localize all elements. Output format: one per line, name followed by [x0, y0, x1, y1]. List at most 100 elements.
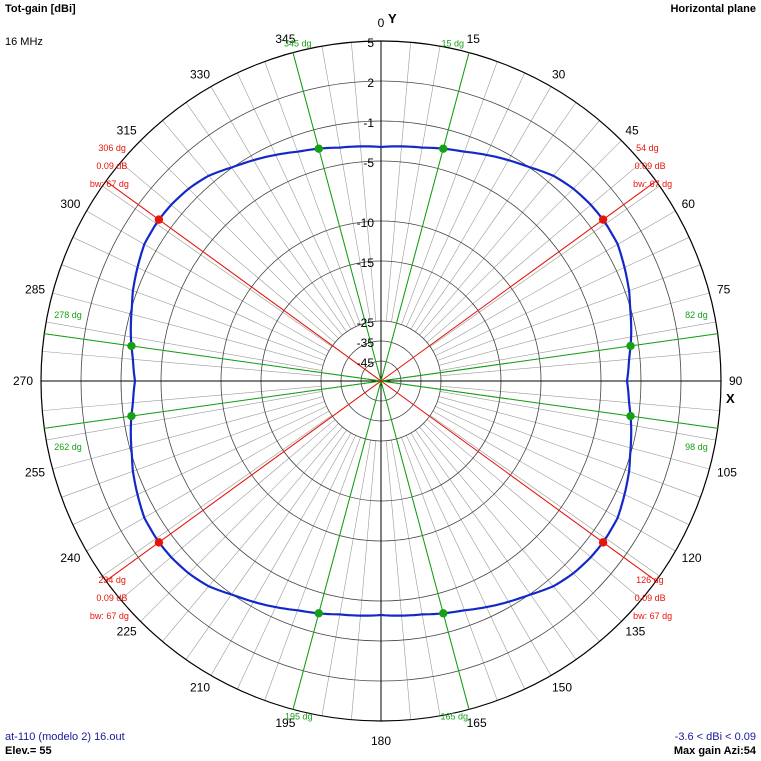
max-gain-point — [154, 538, 164, 547]
grid-spoke — [391, 440, 441, 716]
grid-spoke — [351, 440, 377, 720]
max-gain-point — [598, 215, 608, 224]
max-gain-label: Max gain Azi:54 — [673, 745, 756, 757]
angle-tick-label: 30 — [552, 67, 566, 81]
grid-spoke — [61, 264, 325, 361]
grid-spoke — [72, 406, 327, 525]
grid-spoke — [351, 42, 377, 322]
beamwidth-label: 82 dg — [685, 310, 708, 320]
angle-tick-label: 240 — [60, 551, 80, 565]
grid-spoke — [429, 185, 660, 347]
ring-tick-label: -45 — [357, 356, 375, 370]
grid-spoke — [415, 429, 577, 660]
max-gain-azimuth-label: 126 dg — [636, 575, 664, 585]
x-axis-label: X — [726, 391, 735, 406]
max-gain-azimuth-label: 234 dg — [98, 575, 126, 585]
angle-tick-label: 225 — [117, 624, 137, 638]
angle-tick-label: 105 — [717, 466, 737, 480]
grid-spoke — [440, 321, 716, 371]
max-gain-point — [154, 215, 164, 224]
beamwidth-point — [626, 411, 635, 421]
frequency-label: 16 MHz — [5, 36, 43, 48]
ring-tick-label: -25 — [357, 316, 375, 330]
grid-spoke — [419, 426, 600, 642]
angle-tick-label: 15 — [467, 32, 481, 46]
angle-tick-label: 90 — [729, 374, 743, 388]
beamwidth-point — [439, 609, 448, 618]
grid-spoke — [120, 419, 336, 600]
grid-spoke — [102, 415, 333, 577]
angle-tick-label: 150 — [552, 681, 572, 695]
grid-spoke — [72, 237, 327, 356]
angle-tick-label: 120 — [682, 551, 702, 565]
beamwidth-point — [314, 144, 323, 153]
elevation-label: Elev.= 55 — [5, 745, 52, 757]
grid-spoke — [426, 162, 642, 343]
angle-tick-label: 0 — [378, 16, 385, 30]
gain-pattern-curve — [129, 145, 633, 617]
grid-spoke — [86, 410, 330, 552]
grid-spoke — [46, 391, 322, 441]
ring-tick-label: -5 — [363, 156, 374, 170]
max-gain-value-label: 0.09 dB — [96, 593, 127, 603]
grid-spoke — [391, 46, 441, 322]
grid-spoke — [237, 72, 356, 327]
grid-spoke — [432, 210, 676, 352]
beamwidth-label: 262 dg — [54, 442, 82, 452]
angle-tick-label: 45 — [625, 124, 639, 138]
grid-spoke — [61, 401, 325, 498]
grid-spoke — [432, 410, 676, 552]
label-layer: 0153045607590105120135150165180195210225… — [13, 11, 743, 748]
grid-spoke — [426, 419, 642, 600]
grid-spoke — [42, 351, 322, 377]
angle-tick-label: 75 — [717, 282, 731, 296]
beamwidth-point — [127, 411, 136, 421]
grid-spoke — [440, 391, 716, 441]
grid-spoke — [140, 423, 339, 622]
grid-spoke — [52, 292, 324, 366]
max-gain-value-label: 0.09 dB — [96, 161, 127, 171]
grid-spoke — [42, 385, 322, 411]
ring-tick-label: -1 — [363, 116, 374, 130]
grid-spoke — [415, 102, 577, 333]
beamwidth-label: 165 dg — [440, 711, 468, 721]
angle-tick-label: 300 — [60, 197, 80, 211]
beamwidth-label: 98 dg — [685, 442, 708, 452]
beamwidth-point — [439, 144, 448, 153]
beamwidth-label: 278 dg — [54, 310, 82, 320]
grid-spoke — [210, 432, 352, 676]
grid-spoke — [423, 423, 622, 622]
plane-title: Horizontal plane — [670, 3, 756, 15]
max-gain-azimuth-label: 306 dg — [98, 143, 126, 153]
beamwidth-label: 15 dg — [441, 39, 464, 49]
grid-spoke — [140, 140, 339, 339]
grid-spoke — [406, 72, 525, 327]
grid-spoke — [385, 440, 411, 720]
ring-tick-label: -10 — [357, 216, 375, 230]
grid-spoke — [120, 162, 336, 343]
angle-tick-label: 195 — [275, 716, 295, 730]
y-axis-label: Y — [388, 11, 397, 26]
max-gain-line — [105, 180, 657, 582]
grid-spoke — [162, 120, 343, 336]
beamwidth-point — [127, 341, 136, 351]
grid-spoke — [438, 292, 710, 366]
grid-spoke — [406, 435, 525, 690]
angle-tick-label: 330 — [190, 67, 210, 81]
pattern-layer — [127, 144, 635, 618]
grid-spoke — [264, 61, 361, 325]
grid-spoke — [162, 426, 343, 642]
max-gain-bw-label: bw: 67 dg — [90, 179, 129, 189]
angle-tick-label: 135 — [625, 624, 645, 638]
max-gain-azimuth-label: 54 dg — [636, 143, 659, 153]
grid-spoke — [86, 210, 330, 352]
grid-spoke — [185, 429, 347, 660]
grid-spoke — [321, 46, 371, 322]
grid-spoke — [410, 432, 552, 676]
angle-tick-label: 255 — [25, 466, 45, 480]
marker-lines — [44, 52, 718, 710]
grid-spoke — [440, 351, 720, 377]
beamwidth-label: 195 dg — [285, 711, 313, 721]
grid-spoke — [401, 61, 498, 325]
